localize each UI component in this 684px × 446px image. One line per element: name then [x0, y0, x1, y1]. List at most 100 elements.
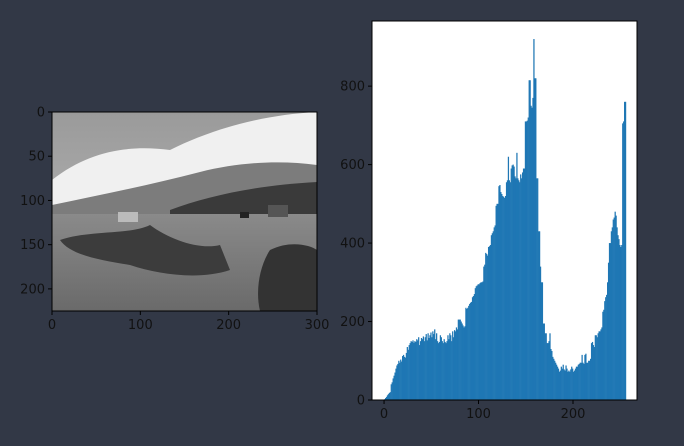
histogram-bar — [555, 362, 557, 400]
histogram-bar — [478, 284, 480, 400]
histogram-bar — [572, 368, 574, 400]
histogram-bar — [558, 371, 561, 400]
histogram-axes: 0 100 200 0 200 400 600 800 — [340, 20, 638, 422]
histogram-bar — [429, 335, 431, 400]
histogram-bar — [557, 368, 560, 400]
histogram-bar — [431, 337, 433, 400]
histogram-bar — [611, 227, 613, 400]
histogram-bar — [392, 378, 394, 400]
histogram-bar — [527, 117, 529, 400]
y-tick-label: 800 — [340, 80, 365, 95]
histogram-bar — [538, 231, 540, 400]
histogram-bar — [439, 335, 442, 400]
histogram-bar — [612, 219, 614, 400]
histogram-bar — [595, 335, 597, 400]
histogram-bar — [446, 341, 448, 400]
histogram-bar — [482, 281, 484, 400]
histogram-bar — [436, 341, 439, 400]
histogram-bar — [441, 341, 443, 400]
histogram-bar — [548, 341, 550, 400]
histogram-bar — [521, 178, 523, 400]
x-tick-label: 0 — [48, 318, 56, 333]
histogram-bar — [619, 245, 621, 400]
histogram-bar — [455, 327, 458, 400]
histogram-bar — [415, 341, 417, 400]
histogram-bar — [459, 319, 461, 400]
histogram-bar — [411, 341, 413, 400]
histogram-bar — [620, 246, 622, 400]
histogram-bar — [423, 341, 425, 400]
histogram-bar — [513, 166, 515, 400]
histogram-bar — [521, 172, 524, 400]
histogram-bar — [573, 370, 576, 400]
histogram-bar — [528, 80, 530, 400]
histogram-bar — [590, 343, 593, 400]
histogram-bar — [554, 360, 556, 400]
x-tick-label: 300 — [305, 318, 330, 333]
histogram-bar — [479, 283, 481, 400]
histogram-bar — [419, 345, 421, 400]
histogram-bar — [504, 197, 506, 400]
histogram-bar — [538, 231, 541, 400]
histogram-bar — [464, 326, 466, 400]
histogram-bar — [470, 301, 473, 400]
histogram-bar — [533, 39, 535, 401]
histogram-bar — [488, 246, 491, 400]
histogram-bar — [408, 345, 410, 400]
histogram-bar — [543, 323, 545, 400]
histogram-bar — [452, 331, 454, 400]
histogram-bar — [472, 296, 475, 400]
histogram-bar — [577, 364, 579, 400]
histogram-bar — [518, 180, 520, 400]
histogram-bar — [496, 203, 498, 400]
histogram-bar — [500, 192, 502, 400]
histogram-bar — [471, 297, 474, 400]
histogram-bar — [499, 184, 501, 400]
histogram-bar — [536, 178, 538, 400]
histogram-bar — [530, 105, 532, 401]
histogram-bar — [608, 243, 611, 400]
histogram-bar — [541, 282, 544, 400]
histogram-bar — [425, 334, 427, 400]
histogram-bar — [412, 340, 414, 400]
histogram-bar — [469, 303, 471, 400]
histogram-bar — [444, 341, 446, 400]
histogram-axes-frame — [371, 20, 638, 401]
y-tick-label: 600 — [340, 158, 365, 173]
histogram-bar — [544, 333, 546, 400]
histogram-bar — [436, 333, 438, 400]
histogram-bar — [450, 335, 452, 400]
histogram-bar — [396, 365, 398, 400]
histogram-bar — [534, 78, 536, 401]
histogram-bar — [572, 371, 575, 400]
histogram-bar — [386, 395, 389, 400]
histogram-bar — [617, 235, 619, 400]
histogram-bar — [437, 343, 440, 400]
histogram-bar — [483, 266, 485, 400]
x-tick-label: 200 — [216, 318, 241, 333]
histogram-bar — [578, 363, 580, 400]
histogram-bar — [616, 227, 618, 400]
histogram-bar — [560, 366, 562, 400]
histogram-bar — [484, 264, 486, 400]
histogram-bar — [589, 358, 592, 400]
histogram-bar — [575, 366, 578, 400]
histogram-bar — [391, 382, 393, 400]
histogram-bar — [453, 337, 455, 400]
histogram-bar — [447, 335, 449, 400]
histogram-bar — [567, 371, 569, 400]
histogram-bar — [519, 182, 521, 400]
histogram-bar — [516, 152, 518, 400]
histogram-bar — [594, 335, 596, 400]
histogram-bar — [498, 186, 500, 400]
y-tick-label: 100 — [20, 194, 45, 209]
histogram-bar — [428, 338, 430, 400]
histogram-bar — [413, 342, 415, 400]
histogram-bar — [529, 80, 531, 400]
histogram-bar — [607, 262, 610, 400]
histogram-bar — [562, 364, 564, 400]
histogram-bar — [419, 341, 422, 400]
histogram-bar — [454, 331, 457, 400]
histogram-bar — [387, 394, 390, 400]
histogram-bar — [416, 339, 418, 400]
